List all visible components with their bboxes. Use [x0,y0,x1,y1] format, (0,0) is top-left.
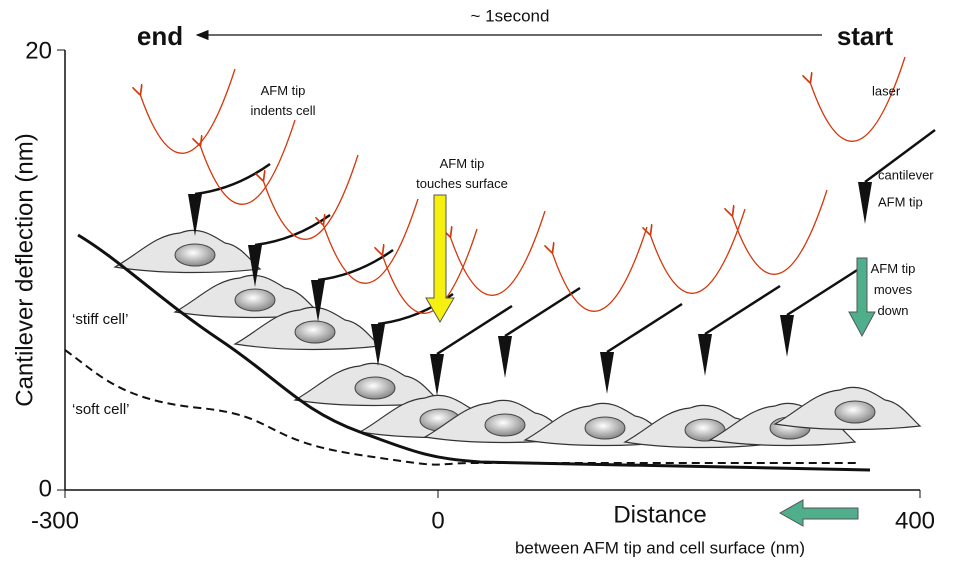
laser [650,208,746,294]
laser [732,189,828,275]
cantilever [786,265,863,317]
cantilever [194,162,271,196]
cantilever [504,286,581,338]
laser [382,228,478,314]
end-label: end [137,21,183,51]
start-label: start [837,21,894,51]
tip [371,324,385,366]
y-tick-label: 20 [25,37,52,64]
laser [140,68,236,154]
tip [498,336,512,378]
tip [430,354,444,396]
cantilever [704,284,781,336]
annotation: ‘soft cell’ [72,401,130,418]
nucleus [834,400,876,424]
tip [188,194,202,236]
cantilever [317,248,394,282]
annotation: ‘stiff cell’ [72,311,128,328]
cantilever [606,302,683,354]
x-tick-label: 0 [431,507,444,534]
annotation: AFM tip moves down [871,261,916,318]
laser [263,154,359,240]
nucleus [294,320,336,344]
tip [698,334,712,376]
y-axis-label: Cantilever deflection (nm) [11,133,38,406]
left-arrow [778,499,859,527]
illustration [113,56,936,449]
touch-arrow [425,194,455,323]
cantilever [254,213,331,247]
nucleus [584,416,626,440]
x-tick-label: -300 [31,507,79,534]
tip [858,182,872,224]
tip [600,352,614,394]
x-axis-sublabel: between AFM tip and cell surface (nm) [515,538,805,557]
nucleus [484,413,526,437]
tip [311,280,325,322]
time-label: ~ 1second [471,6,550,25]
tip [780,315,794,357]
cantilever [864,128,936,184]
x-axis-label: Distance [613,501,706,528]
annotation: AFM tip [878,194,923,209]
nucleus [174,243,216,267]
nucleus [354,376,396,400]
tip [248,245,262,287]
soft-curve [64,349,860,466]
cantilever [436,304,513,356]
laser [810,56,906,142]
annotation: AFM tip touches surface [416,156,508,191]
x-tick-label: 400 [895,507,935,534]
stiff-curve [77,233,871,472]
y-tick-label: 0 [39,475,52,502]
annotation: AFM tip indents cell [250,83,315,118]
annotation: laser [872,83,901,98]
down-arrow [848,257,876,338]
laser [552,226,648,312]
laser [200,119,296,205]
nucleus [234,288,276,312]
laser [450,210,546,296]
laser [323,198,419,284]
annotation: cantilever [878,167,934,182]
